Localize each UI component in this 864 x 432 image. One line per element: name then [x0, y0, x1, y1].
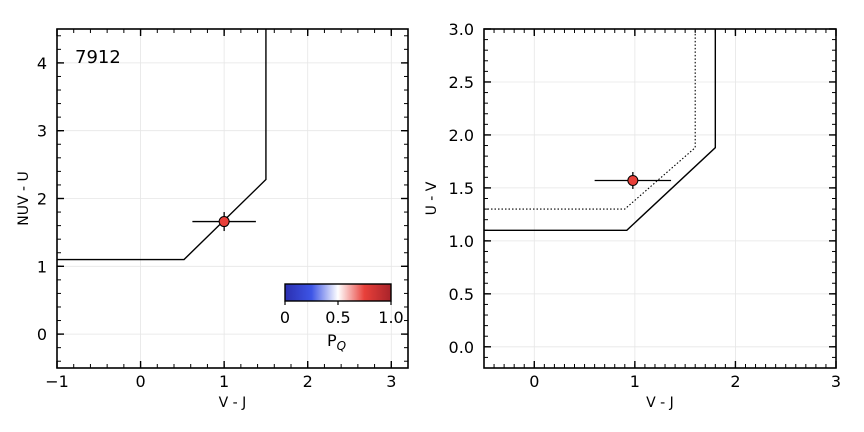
panel1-x-tick-label: 1	[219, 372, 229, 391]
panel2-x-tick-label: 1	[630, 372, 640, 391]
panel1-y-tick-label: 2	[37, 190, 47, 209]
panel1-y-axis-label: NUV - U	[16, 171, 32, 226]
panel2-dotted-selection-line	[484, 29, 696, 210]
panel1-y-tick-label: 4	[37, 54, 47, 73]
panel2-y-tick-label: 1.0	[449, 232, 474, 251]
panel1-x-axis-label: V - J	[219, 395, 247, 411]
panel2-y-tick-label: 2.0	[449, 126, 474, 145]
panel1-axes-frame	[56, 28, 409, 369]
panel1-x-tick-label: 0	[135, 372, 145, 391]
colorbar-tick-label: 0.5	[325, 308, 350, 327]
panel2-y-axis-label: U - V	[424, 181, 440, 215]
panel2-y-tick-label: 2.5	[449, 73, 474, 92]
panel1-x-tick-label: −1	[45, 372, 69, 391]
panel1-data-point	[218, 216, 230, 228]
panel1-y-tick-label: 0	[37, 325, 47, 344]
panel2-y-tick-label: 1.5	[449, 179, 474, 198]
panel2-y-tick-label: 0.5	[449, 285, 474, 304]
panel2-x-tick-label: 0	[529, 372, 539, 391]
panel2-y-tick-label: 0.0	[449, 338, 474, 357]
panel2-y-tick-label: 3.0	[449, 20, 474, 39]
panel2-data-point	[627, 174, 639, 186]
panel1-x-tick-label: 2	[303, 372, 313, 391]
panel1-annotation: 7912	[75, 47, 121, 68]
panel2-selection-line	[484, 29, 717, 231]
panel2-x-tick-label: 3	[831, 372, 841, 391]
panel2-x-tick-label: 2	[730, 372, 740, 391]
panel2-axes-frame	[483, 28, 837, 369]
panel1-y-tick-label: 3	[37, 122, 47, 141]
colorbar-tick-label: 1.0	[378, 308, 403, 327]
panel1-x-tick-label: 3	[386, 372, 396, 391]
colorbar	[284, 283, 392, 302]
panel2-x-axis-label: V - J	[646, 395, 674, 411]
panel1-y-tick-label: 1	[37, 257, 47, 276]
colorbar-tick-label: 0	[280, 308, 290, 327]
colorbar-label-subscript: Q	[337, 339, 346, 353]
